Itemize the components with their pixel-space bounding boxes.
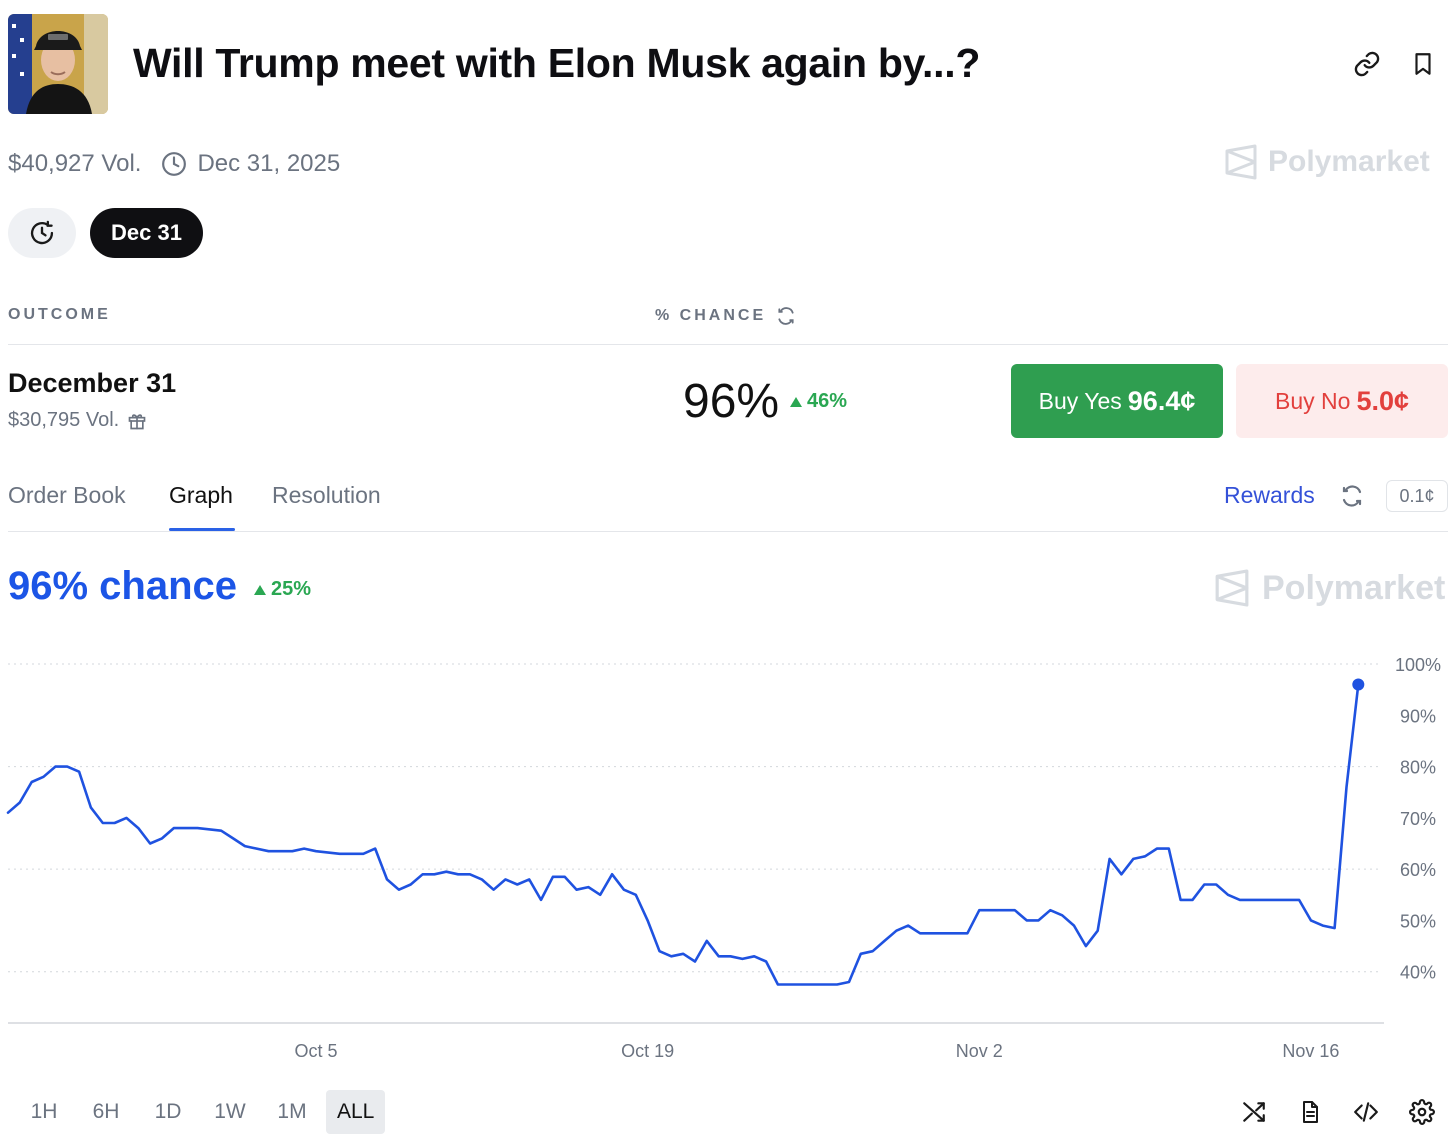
x-tick-label: Oct 5 [294,1041,337,1061]
bookmark-icon[interactable] [1405,46,1441,82]
chance-column-header: % CHANCE [655,306,796,326]
market-volume: $40,927 Vol. [8,150,142,177]
tab-resolution[interactable]: Resolution [272,482,381,508]
outcome-volume: $30,795 Vol. [8,409,120,431]
range-1h[interactable]: 1H [30,1100,58,1123]
market-avatar [8,14,108,114]
date-selector: Dec 31 [8,208,203,258]
code-icon[interactable] [1348,1094,1384,1130]
outcome-delta-value: 46% [807,390,848,412]
divider [8,531,1448,532]
chance-header-label: % CHANCE [655,307,767,324]
latest-point-marker [1352,678,1365,691]
refresh-icon[interactable] [776,306,796,326]
buy-yes-button[interactable]: Buy Yes 96.4¢ [1011,364,1223,438]
x-tick-label: Nov 2 [956,1041,1003,1061]
market-title: Will Trump meet with Elon Musk again by.… [133,40,981,86]
active-tab-indicator [169,528,235,531]
market-meta: $40,927 Vol. Dec 31, 2025 [8,146,340,182]
y-tick-label: 80% [1400,758,1436,778]
polymarket-logo: Polymarket [1224,144,1430,180]
buy-no-button[interactable]: Buy No 5.0¢ [1236,364,1448,438]
price-chart[interactable]: 100% 90% 80% 70% 60% 50% 40% Oct 5 Oct 19 Nov 2 No… [0,640,1456,1070]
y-tick-label: 70% [1400,809,1436,829]
range-1w[interactable]: 1W [214,1100,246,1123]
x-tick-label: Oct 19 [621,1041,674,1061]
document-icon[interactable] [1292,1094,1328,1130]
clock-icon [161,151,187,177]
time-range-selector: 1H 6H 1D 1W 1M ALL [16,1090,386,1134]
settings-icon[interactable] [1404,1094,1440,1130]
buy-no-label: Buy No [1275,387,1351,414]
market-header: Will Trump meet with Elon Musk again by.… [8,14,1448,114]
history-clock-icon [28,219,56,247]
y-tick-label: 90% [1400,706,1436,726]
polymarket-watermark-text: Polymarket [1262,568,1446,607]
up-triangle-icon [789,396,803,408]
y-tick-label: 50% [1400,911,1436,931]
graph-delta: 25% [253,578,311,601]
graph-headline: 96% chance [8,564,238,608]
range-1m[interactable]: 1M [277,1100,307,1123]
range-all[interactable]: ALL [326,1090,386,1134]
tab-order-book[interactable]: Order Book [8,482,126,508]
series-line [6,683,1360,986]
outcome-delta: 46% [789,390,847,413]
shuffle-icon[interactable] [1236,1094,1272,1130]
gift-icon [127,411,147,431]
buy-no-price: 5.0¢ [1356,385,1409,416]
y-tick-label: 60% [1400,860,1436,880]
outcome-column-header: OUTCOME [8,306,111,323]
graph-delta-value: 25% [271,578,312,600]
divider [8,344,1448,345]
up-triangle-icon [253,584,267,596]
outcome-name: December 31 [8,368,177,398]
y-tick-label: 40% [1400,963,1436,983]
outcome-volume-row: $30,795 Vol. [8,409,147,432]
y-tick-label: 100% [1395,655,1441,675]
tick-size-badge[interactable]: 0.1¢ [1386,480,1448,512]
x-tick-label: Nov 16 [1282,1041,1339,1061]
buy-yes-price: 96.4¢ [1127,385,1196,416]
market-end-date: Dec 31, 2025 [197,150,341,177]
history-button[interactable] [8,208,76,258]
outcome-chance: 96% [683,375,780,428]
range-6h[interactable]: 6H [92,1100,120,1123]
date-pill-dec-31[interactable]: Dec 31 [90,208,203,258]
range-1d[interactable]: 1D [154,1100,182,1123]
rewards-refresh-icon[interactable] [1338,482,1366,510]
polymarket-wordmark: Polymarket [1268,145,1430,178]
rewards-link[interactable]: Rewards [1224,482,1315,508]
tab-graph[interactable]: Graph [169,482,233,508]
buy-yes-label: Buy Yes [1038,387,1122,414]
link-icon[interactable] [1349,46,1385,82]
polymarket-watermark: Polymarket [1214,568,1445,608]
